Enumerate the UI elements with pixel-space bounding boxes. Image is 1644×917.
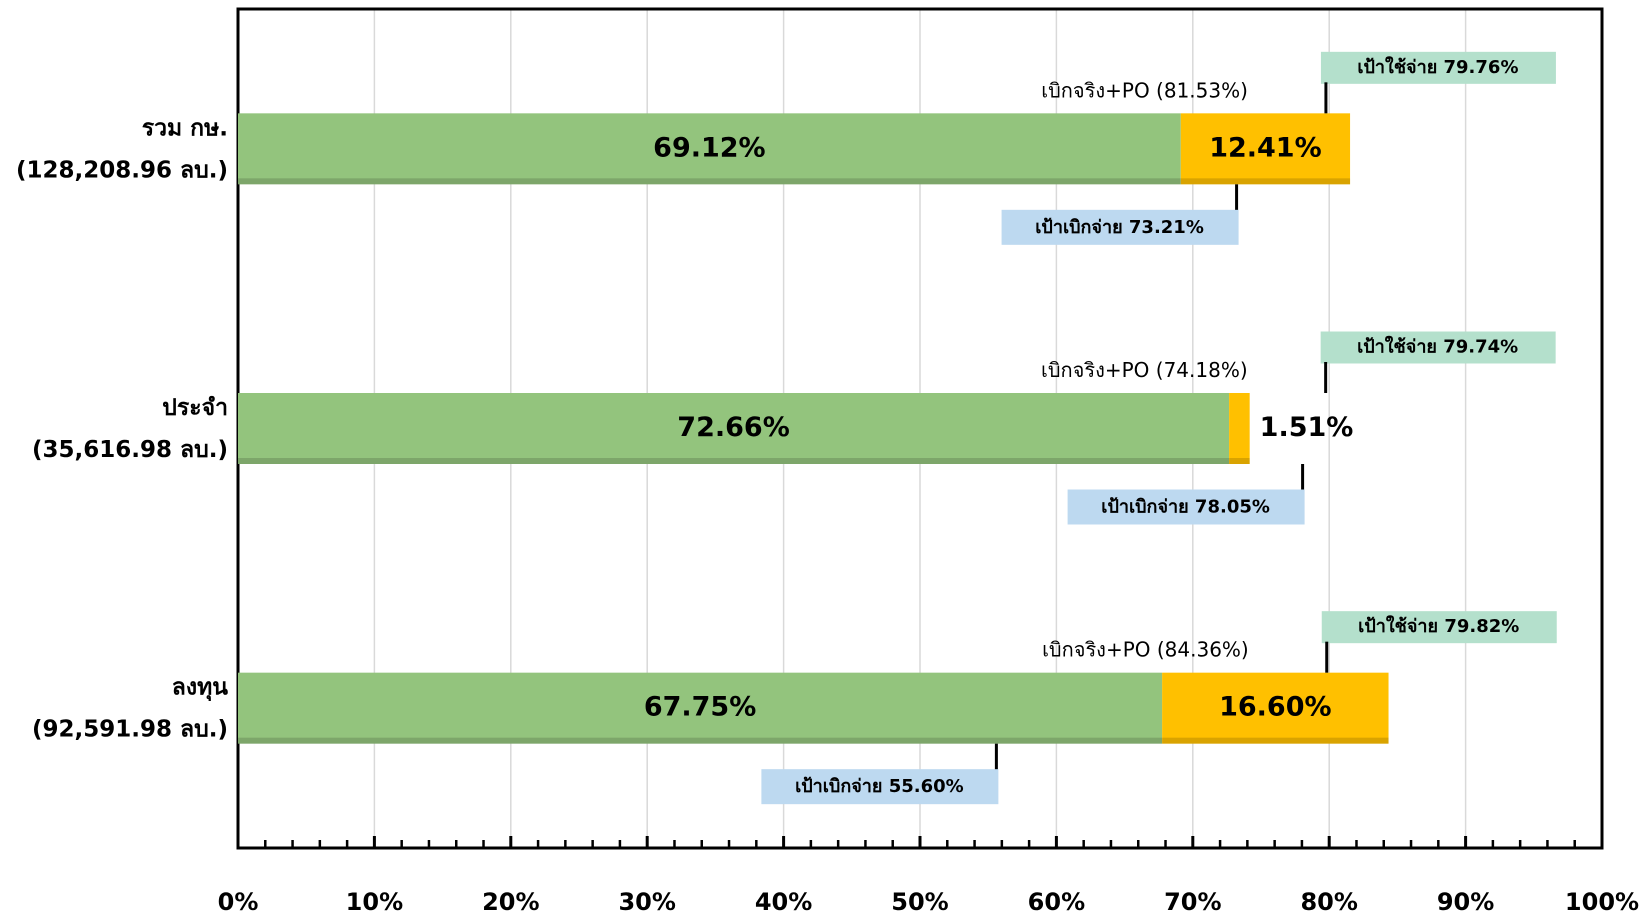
spend-target-label: เป้าใช้จ่าย 79.82%: [1358, 615, 1519, 637]
bar-value-label: 67.75%: [644, 692, 756, 723]
disburse-target-label: เป้าเบิกจ่าย 55.60%: [795, 776, 964, 797]
x-tick-label: 0%: [218, 888, 259, 916]
spend-target-box: [1321, 611, 1557, 644]
bar-segment: [238, 113, 1181, 185]
x-tick-label: 90%: [1437, 888, 1494, 916]
total-label: เบิกจริง+PO (81.53%): [1041, 78, 1248, 102]
x-tick-label: 30%: [618, 888, 675, 916]
x-tick-label: 50%: [891, 888, 948, 916]
x-tick-label: 40%: [755, 888, 812, 916]
spend-target-label: เป้าใช้จ่าย 79.74%: [1357, 336, 1518, 358]
disburse-target-box: [761, 769, 999, 805]
bar-segment: [1162, 672, 1389, 744]
x-tick-label: 60%: [1028, 888, 1085, 916]
category-label: (128,208.96 ลบ.): [16, 157, 228, 183]
category-label: (35,616.98 ลบ.): [32, 437, 228, 463]
category-label: ลงทุน: [172, 675, 228, 702]
x-tick-label: 10%: [346, 888, 403, 916]
x-tick-label: 20%: [482, 888, 539, 916]
bar-shade: [238, 737, 1163, 744]
x-tick-label: 80%: [1300, 888, 1357, 916]
bar-shade: [238, 458, 1230, 464]
disburse-target-box: [1067, 489, 1305, 525]
category-label: (92,591.98 ลบ.): [32, 717, 228, 743]
category-label: รวม กษ.: [142, 115, 228, 141]
x-tick-label: 100%: [1565, 888, 1639, 916]
bar-value-label: 69.12%: [653, 132, 765, 163]
total-label: เบิกจริง+PO (74.18%): [1041, 358, 1248, 382]
bar-shade: [1180, 178, 1351, 185]
bar-value-label: 12.41%: [1209, 132, 1321, 163]
bar-shade: [1162, 737, 1389, 744]
total-label: เบิกจริง+PO (84.36%): [1042, 638, 1249, 662]
bar-segment: [1229, 393, 1250, 464]
spend-target-box: [1320, 51, 1556, 84]
category-label: ประจำ: [162, 395, 228, 421]
disburse-target-box: [1001, 209, 1239, 245]
x-tick-label: 70%: [1164, 888, 1221, 916]
bar-segment: [1180, 113, 1351, 185]
bar-value-label: 16.60%: [1219, 692, 1331, 723]
bar-shade: [238, 178, 1181, 185]
bar-segment: [238, 393, 1230, 464]
disburse-target-label: เป้าเบิกจ่าย 73.21%: [1035, 217, 1204, 238]
bar-shade: [1229, 458, 1250, 464]
spend-target-box: [1320, 331, 1556, 364]
bar-value-label: 1.51%: [1260, 412, 1354, 443]
spend-target-label: เป้าใช้จ่าย 79.76%: [1357, 56, 1518, 78]
disburse-target-label: เป้าเบิกจ่าย 78.05%: [1101, 497, 1270, 518]
bar-segment: [238, 672, 1163, 744]
bar-value-label: 72.66%: [677, 412, 789, 443]
